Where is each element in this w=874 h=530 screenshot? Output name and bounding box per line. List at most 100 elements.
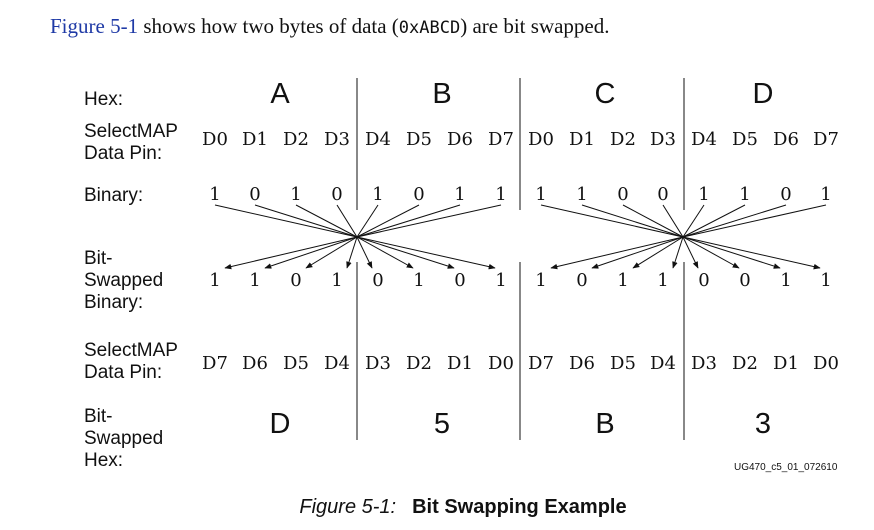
swap-input-line (356, 204, 379, 238)
label-binary: Binary: (84, 185, 144, 206)
binary-bit: 0 (657, 184, 669, 205)
pin-bottom-label: D1 (773, 353, 799, 374)
pin-bottom-label: D0 (813, 353, 839, 374)
swap-input-line (682, 204, 827, 238)
swap-input-line (356, 204, 502, 238)
pin-top-label: D2 (610, 129, 636, 150)
swap-arrow (682, 236, 781, 269)
swap-input-line (662, 204, 684, 238)
intro-code: 0xABCD (398, 18, 461, 38)
binary-bit: 0 (413, 184, 425, 205)
binary-bit: 1 (698, 184, 710, 205)
hex-top-nibble: D (752, 78, 774, 110)
pin-top-label: D3 (324, 129, 350, 150)
swapped-bit: 0 (698, 270, 710, 291)
swap-arrow (356, 236, 455, 269)
binary-bit: 1 (820, 184, 832, 205)
pin-bottom-label: D2 (732, 353, 758, 374)
swapped-bit: 1 (780, 270, 792, 291)
swapped-bit: 0 (372, 270, 384, 291)
label-pin-bottom: SelectMAP Data Pin: (84, 340, 178, 383)
pin-top-label: D3 (650, 129, 676, 150)
swap-arrow (682, 236, 740, 269)
swapped-bit: 0 (454, 270, 466, 291)
swap-arrow (632, 236, 684, 269)
hex-bottom-nibble: B (595, 408, 615, 440)
swapped-bit: 1 (331, 270, 343, 291)
pin-top-label: D7 (813, 129, 839, 150)
swap-input-line (682, 204, 746, 238)
figure-caption: Figure 5-1: Bit Swapping Example (0, 496, 874, 519)
label-pin-top: SelectMAP Data Pin: (84, 121, 178, 164)
binary-bit: 1 (290, 184, 302, 205)
swapped-bit: 0 (739, 270, 751, 291)
binary-bit: 1 (739, 184, 751, 205)
swap-input-line (214, 204, 358, 238)
swapped-bit: 1 (209, 270, 221, 291)
binary-bit: 1 (372, 184, 384, 205)
pin-top-label: D1 (569, 129, 595, 150)
binary-bit: 0 (780, 184, 792, 205)
pin-top-label: D5 (732, 129, 758, 150)
binary-bit: 0 (249, 184, 261, 205)
swap-arrow (682, 236, 699, 269)
binary-bit: 1 (454, 184, 466, 205)
pin-bottom-label: D7 (528, 353, 554, 374)
swap-arrow (356, 236, 496, 270)
pin-bottom-label: D3 (691, 353, 717, 374)
intro-text-1: shows how two bytes of data ( (138, 14, 399, 38)
binary-bit: 1 (576, 184, 588, 205)
pin-top-label: D0 (202, 129, 228, 150)
pin-bottom-label: D6 (569, 353, 595, 374)
pin-top-label: D6 (447, 129, 473, 150)
swap-input-line (295, 204, 358, 238)
pin-top-label: D5 (406, 129, 432, 150)
pin-bottom-label: D4 (324, 353, 350, 374)
pin-top-label: D1 (242, 129, 268, 150)
label-hex: Hex: (84, 89, 124, 110)
hex-bottom-nibble: D (269, 408, 291, 440)
pin-top-label: D4 (691, 129, 717, 150)
swap-arrow (550, 236, 684, 270)
caption-number: Figure 5-1: (299, 496, 397, 518)
pin-bottom-label: D1 (447, 353, 473, 374)
hex-top-nibble: A (270, 78, 290, 110)
figure-id: UG470_c5_01_072610 (734, 462, 838, 473)
pin-bottom-label: D6 (242, 353, 268, 374)
swapped-bit: 1 (820, 270, 832, 291)
pin-top-label: D0 (528, 129, 554, 150)
swap-arrow (356, 236, 373, 269)
hex-top-nibble: B (432, 78, 452, 110)
swap-input-line (540, 204, 684, 238)
pin-top-label: D2 (283, 129, 309, 150)
pin-bottom-label: D0 (488, 353, 514, 374)
swapped-bit: 1 (249, 270, 261, 291)
intro-sentence: Figure 5-1 shows how two bytes of data (… (50, 14, 610, 39)
swapped-bit: 1 (617, 270, 629, 291)
hex-top-nibble: C (594, 78, 616, 110)
caption-title: Bit Swapping Example (412, 496, 627, 518)
swap-input-line (254, 204, 358, 238)
swap-arrow (264, 236, 358, 269)
swap-input-line (682, 204, 787, 238)
pin-bottom-label: D5 (610, 353, 636, 374)
swap-arrow (591, 236, 684, 269)
swapped-bit: 1 (495, 270, 507, 291)
swapped-bit: 0 (576, 270, 588, 291)
pin-bottom-label: D5 (283, 353, 309, 374)
swap-arrow (672, 236, 684, 269)
pin-bottom-label: D7 (202, 353, 228, 374)
pin-top-label: D7 (488, 129, 514, 150)
swapped-bit: 1 (657, 270, 669, 291)
swap-arrow (356, 236, 414, 269)
intro-text-2: ) are bit swapped. (460, 14, 610, 38)
swap-input-line (581, 204, 684, 238)
pin-top-label: D4 (365, 129, 391, 150)
swap-arrow (346, 236, 358, 269)
figure-link[interactable]: Figure 5-1 (50, 14, 139, 38)
swap-input-line (356, 204, 420, 238)
swap-arrow (682, 236, 821, 270)
pin-top-label: D6 (773, 129, 799, 150)
hex-bottom-nibble: 3 (754, 408, 772, 440)
